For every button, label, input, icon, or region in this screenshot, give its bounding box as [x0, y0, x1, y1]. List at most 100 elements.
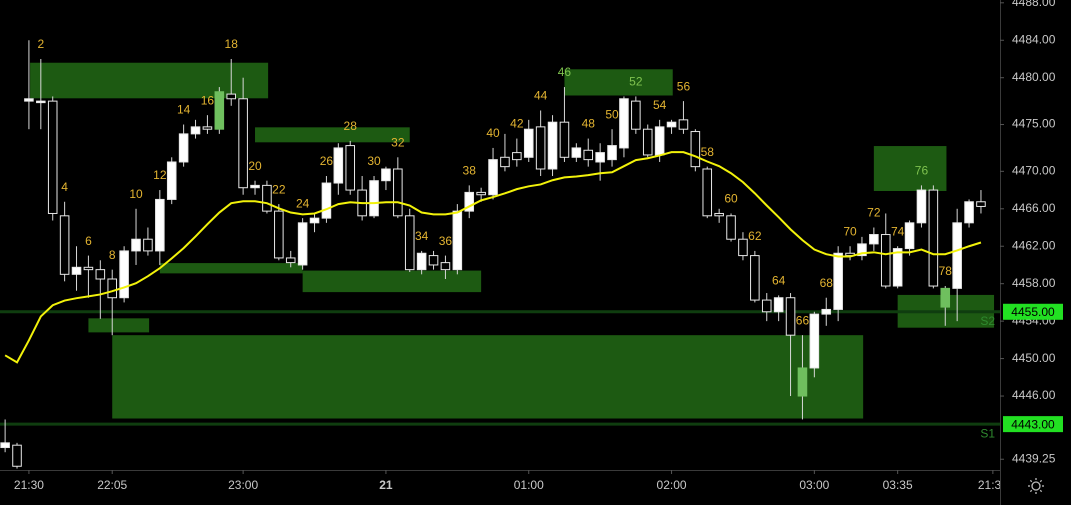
candle-body: [595, 152, 605, 163]
candle-body: [857, 243, 867, 257]
moving-average: [4, 151, 982, 364]
bar-number: 68: [820, 276, 834, 290]
candle-body: [880, 234, 891, 287]
bar-number: 12: [153, 168, 167, 182]
bar-number: 74: [891, 224, 905, 238]
zone: [564, 69, 673, 96]
x-tick-label: 22:05: [97, 478, 127, 492]
candle-body: [559, 121, 570, 158]
candle-body: [345, 145, 356, 191]
candle-body: [95, 269, 106, 280]
candle-body: [892, 248, 903, 287]
bar-number: 28: [344, 119, 358, 133]
candle-body: [83, 266, 94, 271]
zone: [159, 263, 303, 274]
x-tick-label: 01:00: [514, 478, 544, 492]
bar-number: 42: [510, 117, 524, 131]
bar-number: 20: [248, 159, 262, 173]
bar-number: 54: [653, 98, 667, 112]
candle-body: [523, 128, 534, 158]
bar-number: 26: [320, 154, 334, 168]
candle-body: [59, 215, 70, 275]
candle-body: [143, 238, 153, 252]
candle-body: [928, 189, 939, 287]
settings-icon-ray: [1029, 479, 1033, 483]
candle-body: [535, 126, 546, 170]
bar-number: 48: [582, 117, 596, 131]
candle-body: [904, 222, 915, 250]
candle-body: [24, 98, 34, 102]
bar-number: 36: [439, 234, 453, 248]
x-tick-label: 21:30: [14, 478, 44, 492]
bar-number: 50: [605, 107, 619, 121]
candle-body: [47, 100, 58, 214]
candle-body: [381, 168, 391, 182]
candle-body: [654, 126, 665, 156]
candle-body: [440, 262, 451, 271]
candle-body: [607, 145, 617, 161]
bar-number: 10: [129, 187, 143, 201]
zone: [302, 270, 482, 293]
candle-body: [464, 191, 475, 212]
y-tick-label: 4480.00: [1012, 70, 1056, 84]
candle-body: [36, 100, 46, 104]
zone: [873, 146, 947, 191]
bar-number: 22: [272, 182, 286, 196]
x-tick-label: 21: [379, 478, 393, 492]
bar-number: 8: [109, 248, 116, 262]
x-tick-label: 03:35: [883, 478, 913, 492]
candle-body: [512, 152, 522, 161]
candle-body: [238, 98, 248, 189]
candle-body: [690, 131, 701, 168]
settings-icon[interactable]: [1028, 478, 1044, 494]
x-tick-label: 23:00: [228, 478, 258, 492]
candle-body: [952, 222, 962, 289]
bar-number: 34: [415, 229, 429, 243]
y-tick-label: 4466.00: [1012, 201, 1056, 215]
candle-body: [619, 98, 629, 149]
settings-icon-ray: [1039, 479, 1043, 483]
settings-icon-ray: [1029, 489, 1033, 493]
candle-body: [250, 184, 260, 189]
candle-body: [642, 128, 653, 156]
y-tick-label: 4462.00: [1012, 238, 1056, 252]
bar-number: 46: [558, 65, 572, 79]
candle-body: [869, 234, 879, 245]
candle-body: [309, 217, 320, 224]
bar-number: 72: [867, 206, 881, 220]
level-price-box: [1003, 303, 1063, 320]
bar-number: 76: [915, 164, 929, 178]
candle-body: [750, 255, 760, 301]
candle-body: [940, 287, 951, 308]
candle-body: [416, 252, 427, 271]
candle-body: [274, 210, 284, 259]
candle-body: [202, 126, 213, 130]
bar-number: 64: [772, 274, 786, 288]
candle-body: [226, 93, 237, 100]
bar-number: 58: [701, 145, 715, 159]
candle-body: [761, 299, 772, 313]
bar-number: 78: [939, 264, 953, 278]
level-name: S2: [980, 314, 995, 328]
bar-number: 14: [177, 103, 191, 117]
candle-body: [785, 297, 796, 336]
candle-body: [71, 266, 82, 275]
candle-body: [285, 257, 296, 264]
candle-body: [964, 201, 974, 224]
candle-body: [833, 252, 843, 310]
candle-body: [476, 191, 486, 196]
bar-number: 70: [843, 224, 857, 238]
candle-body: [976, 201, 986, 207]
candle-body: [809, 313, 820, 369]
bar-number: 18: [225, 37, 239, 51]
candle-body: [107, 278, 118, 299]
candle-body: [12, 444, 22, 467]
y-tick-label: 4458.00: [1012, 276, 1056, 290]
level-name: S1: [980, 426, 995, 440]
candle-body: [547, 121, 558, 170]
y-tick-label: 4450.00: [1012, 351, 1056, 365]
candle-body: [821, 308, 832, 315]
candle-body: [131, 238, 141, 252]
candle-body: [583, 149, 594, 161]
candle-body: [714, 212, 724, 217]
